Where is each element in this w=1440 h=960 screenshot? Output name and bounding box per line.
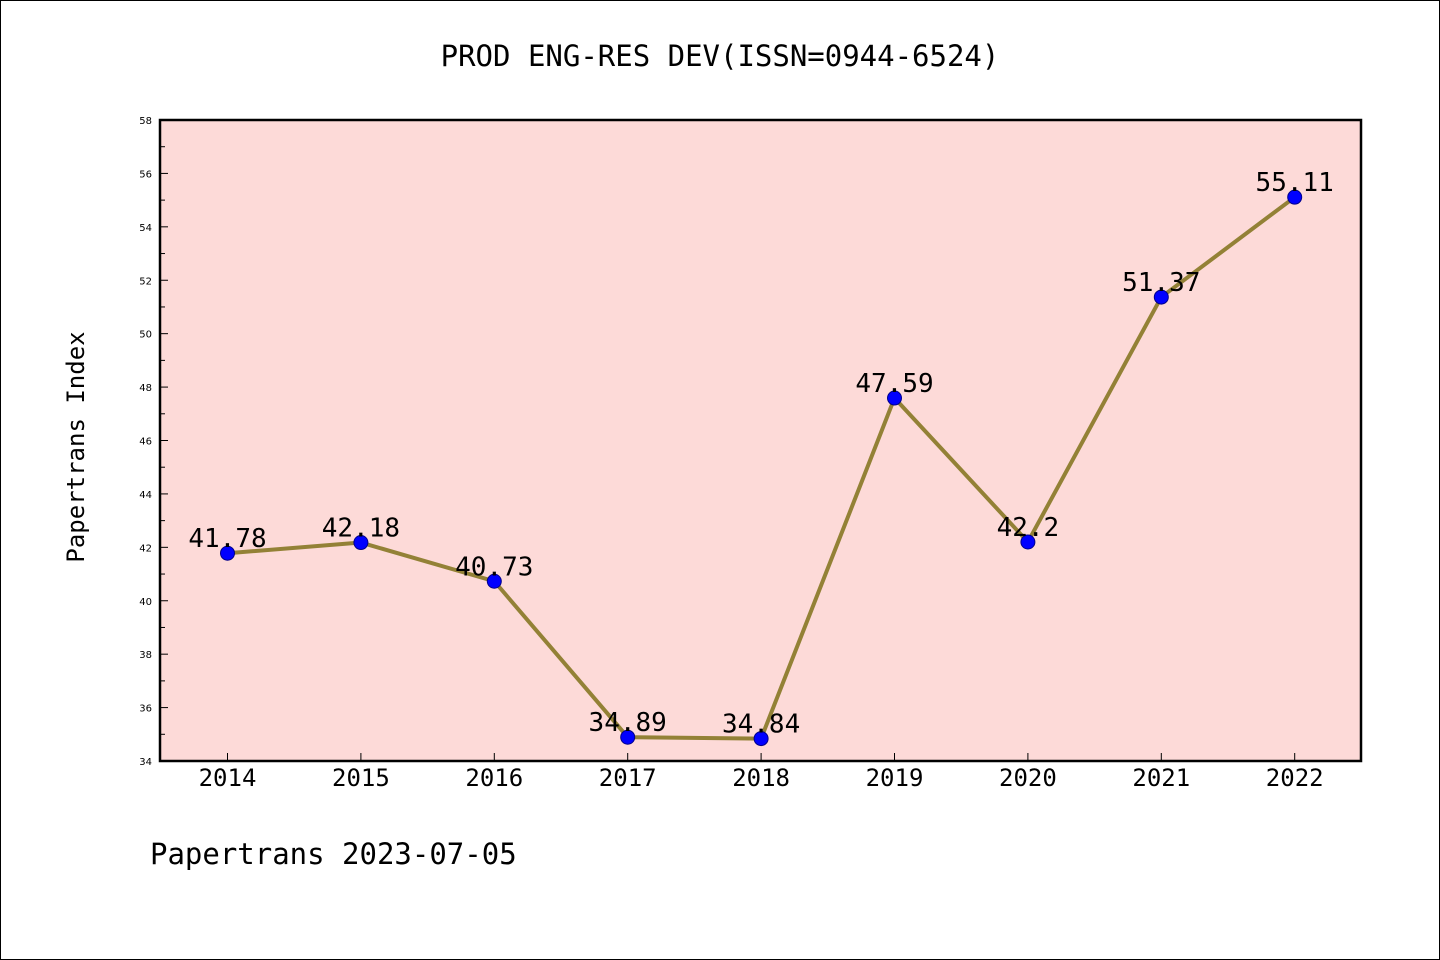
plot-border [158,118,1363,763]
data-point [353,535,369,551]
data-label: 51.37 [1122,268,1200,298]
footer-text: Papertrans 2023-07-05 [150,837,517,871]
plot-area [160,120,1361,761]
data-label: 47.59 [855,369,933,399]
data-label: 40.73 [455,552,533,582]
x-tick-label: 2017 [599,764,657,792]
y-tick-label: 34 [139,757,152,768]
data-point [1020,534,1036,550]
y-tick-label: 36 [139,704,152,715]
y-tick-label: 42 [139,543,152,554]
y-tick-label: 58 [139,116,152,127]
x-tick-label: 2020 [999,764,1057,792]
data-label: 34.84 [722,710,800,740]
y-tick-label: 46 [139,437,152,448]
data-point [620,729,636,745]
data-label: 55.11 [1256,168,1334,198]
x-tick-label: 2019 [866,764,924,792]
data-label: 42.18 [322,514,400,544]
data-point [887,390,902,406]
data-label: 42.2 [997,513,1060,543]
x-tick-label: 2022 [1266,764,1324,792]
data-label: 41.78 [188,524,266,554]
y-tick-label: 52 [139,276,152,287]
x-tick-label: 2021 [1132,764,1190,792]
x-tick-label: 2015 [332,764,390,792]
x-tick-label: 2014 [199,764,257,792]
y-tick-label: 40 [139,597,152,608]
data-point [220,545,235,561]
y-axis-label: Papertrans Index [62,331,90,562]
data-point [1153,289,1169,305]
data-point [1287,189,1303,205]
y-tick-label: 44 [139,490,152,501]
data-point [486,573,502,589]
y-tick-label: 48 [139,383,152,394]
y-tick-label: 38 [139,650,152,661]
x-tick-label: 2016 [465,764,523,792]
chart-title: PROD ENG-RES DEV(ISSN=0944-6524) [441,39,1000,73]
y-tick-label: 54 [139,223,152,234]
data-point [753,731,769,747]
x-tick-label: 2018 [732,764,790,792]
data-label: 34.89 [589,708,667,738]
y-tick-label: 50 [139,330,152,341]
y-tick-label: 56 [139,169,152,180]
